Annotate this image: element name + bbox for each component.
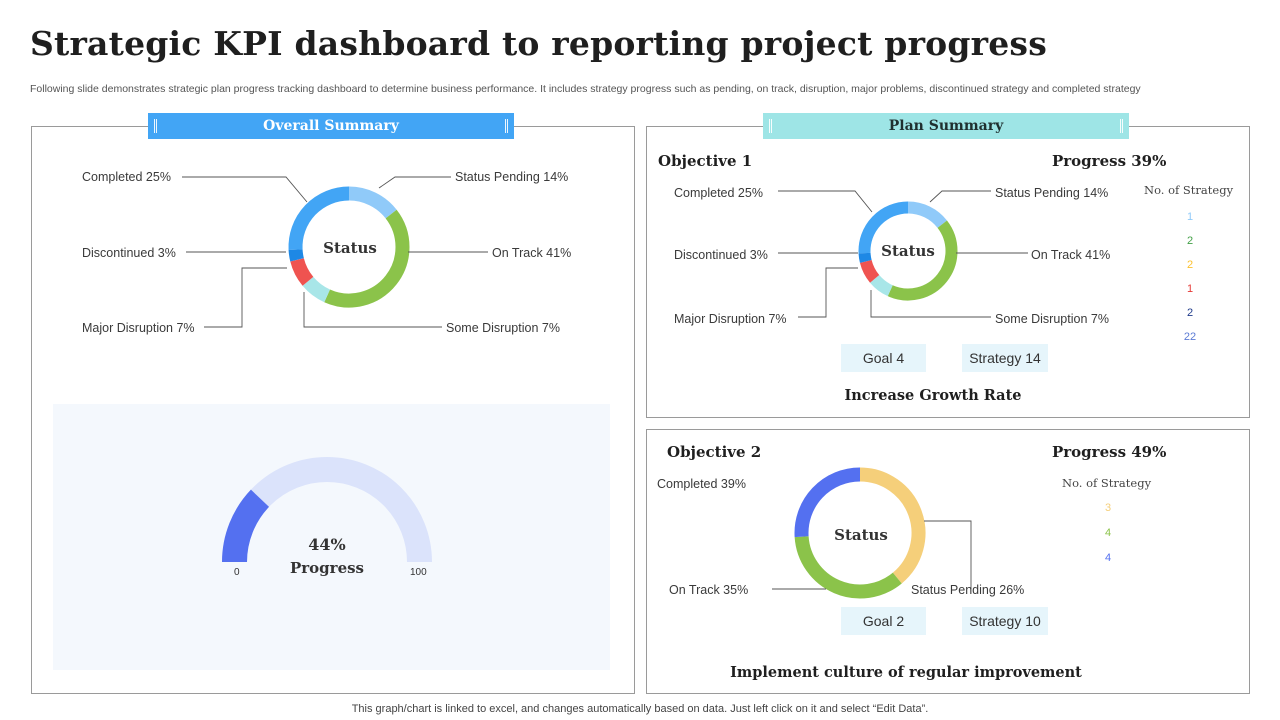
objective2-donut-center-label: Status — [834, 526, 888, 544]
objective2-strategy-count-3: 4 — [1104, 552, 1112, 564]
objective1-progress: Progress 39% — [1052, 152, 1167, 170]
leader-major-disruption — [204, 267, 287, 328]
objective1-strategy-count-title: No. of Strategy — [1144, 183, 1234, 197]
objective1-strategy-chip: Strategy 14 — [962, 344, 1048, 372]
data-label-completed: Completed 25% — [674, 186, 763, 200]
page-subtitle: Following slide demonstrates strategic p… — [30, 83, 1141, 95]
gauge-card — [53, 404, 610, 670]
data-label-status-pending: Status Pending 14% — [455, 170, 568, 184]
objective2-strategy-counts: 3 4 4 — [1093, 496, 1123, 571]
objective2-strategy-count-2: 4 — [1104, 527, 1112, 539]
objective1-strategy-counts: 1 2 2 1 2 22 — [1175, 205, 1205, 349]
objective2-progress: Progress 49% — [1052, 443, 1167, 461]
objective1-status-donut — [858, 201, 958, 301]
progress-gauge — [222, 457, 432, 563]
objective2-status-donut — [794, 467, 926, 599]
overall-summary-banner-label: Overall Summary — [263, 118, 399, 134]
leader-some-disruption — [870, 290, 991, 318]
banner-right-marker — [1120, 119, 1123, 133]
data-label-on-track: On Track 35% — [669, 583, 748, 597]
leader-status-pending — [929, 190, 991, 203]
data-label-discontinued: Discontinued 3% — [674, 248, 768, 262]
overall-status-donut-chart: Status Completed 25% Status Pending 14% … — [82, 170, 571, 335]
gauge-max-label: 100 — [410, 567, 427, 578]
donut-slice-discontinued — [288, 249, 304, 262]
plan-summary-banner: Plan Summary — [763, 113, 1129, 139]
donut-slice-some-disruption — [302, 276, 331, 303]
objective2-strategy-count-title: No. of Strategy — [1062, 476, 1152, 490]
leader-some-disruption — [303, 292, 442, 328]
objective1-status-donut-chart: Status Completed 25% Status Pending 14% … — [674, 186, 1110, 326]
objective1-strategy-count-5: 2 — [1186, 307, 1194, 319]
banner-right-marker — [505, 119, 508, 133]
objective2-panel — [646, 429, 1250, 694]
donut-slice-completed — [288, 186, 350, 250]
leader-major-disruption — [798, 267, 858, 318]
gauge-min-label: 0 — [234, 567, 240, 578]
overall-summary-banner: Overall Summary — [148, 113, 514, 139]
data-label-on-track: On Track 41% — [1031, 248, 1110, 262]
donut-slice-status-pending — [794, 467, 861, 538]
donut-slice-completed — [858, 201, 909, 254]
gauge-fill — [222, 489, 270, 563]
gauge-caption: Progress — [289, 559, 364, 577]
objective2-title: Objective 2 — [667, 443, 762, 461]
leader-completed — [778, 190, 873, 213]
donut-slice-some-disruption — [870, 274, 893, 297]
data-label-discontinued: Discontinued 3% — [82, 246, 176, 260]
overall-donut-center-label: Status — [323, 239, 377, 257]
data-label-some-disruption: Some Disruption 7% — [995, 312, 1109, 326]
leader-status-pending — [924, 520, 972, 589]
plan-summary-banner-label: Plan Summary — [888, 118, 1004, 134]
donut-slice-major-disruption — [859, 259, 880, 283]
objective1-strategy-count-3: 2 — [1186, 259, 1194, 271]
footer-note: This graph/chart is linked to excel, and… — [351, 703, 929, 715]
objective1-strategy-count-1: 1 — [1186, 211, 1194, 223]
data-label-on-track: On Track 41% — [492, 246, 571, 260]
objective2-caption: Implement culture of regular improvement — [730, 664, 1082, 681]
leader-status-pending — [378, 176, 451, 189]
objective2-strategy-chip: Strategy 10 — [962, 607, 1048, 635]
objective1-donut-center-label: Status — [881, 242, 935, 260]
donut-slice-status-pending — [348, 186, 397, 219]
objective2-strategy-count-1: 3 — [1104, 502, 1112, 514]
objective1-goal-chip: Goal 4 — [841, 344, 926, 372]
data-label-major-disruption: Major Disruption 7% — [82, 321, 195, 335]
data-label-completed: Completed 25% — [82, 170, 171, 184]
gauge-value: 44% — [308, 535, 346, 554]
overall-status-donut — [288, 186, 410, 308]
data-label-major-disruption: Major Disruption 7% — [674, 312, 787, 326]
donut-slice-discontinued — [858, 252, 872, 263]
objective2-goal-chip: Goal 2 — [841, 607, 926, 635]
data-label-completed: Completed 39% — [657, 477, 746, 491]
data-label-some-disruption: Some Disruption 7% — [446, 321, 560, 335]
page-title: Strategic KPI dashboard to reporting pro… — [30, 24, 1047, 63]
donut-slice-on-track — [794, 535, 902, 599]
objective1-strategy-count-4: 1 — [1186, 283, 1194, 295]
objective1-strategy-count-2: 2 — [1186, 235, 1194, 247]
banner-left-marker — [769, 119, 772, 133]
banner-left-marker — [154, 119, 157, 133]
data-label-status-pending: Status Pending 14% — [995, 186, 1108, 200]
leader-completed — [182, 176, 308, 203]
data-label-status-pending: Status Pending 26% — [911, 583, 1024, 597]
donut-slice-on-track — [887, 220, 958, 301]
objective1-strategy-count-6: 22 — [1183, 331, 1197, 343]
donut-slice-on-track — [324, 209, 410, 308]
donut-slice-major-disruption — [290, 257, 314, 286]
objective1-title: Objective 1 — [658, 152, 753, 170]
donut-slice-completed — [859, 467, 926, 584]
donut-slice-status-pending — [907, 201, 947, 229]
objective1-caption: Increase Growth Rate — [844, 387, 1022, 404]
